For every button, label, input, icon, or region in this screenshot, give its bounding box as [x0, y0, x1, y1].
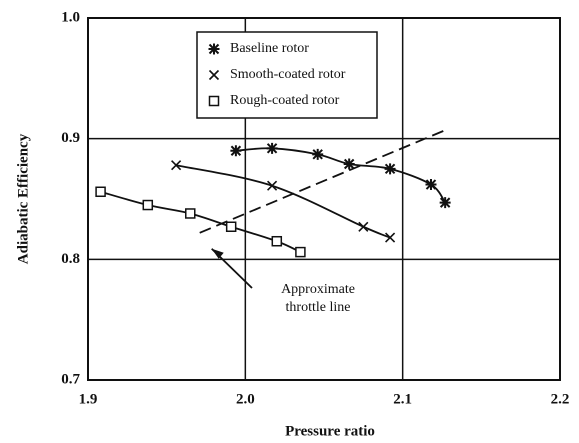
marker-square [142, 199, 154, 211]
x-axis-label: Pressure ratio [285, 423, 375, 439]
marker-asterisk [425, 179, 437, 191]
marker [271, 235, 283, 247]
legend: Baseline rotor Smooth-coated rotor Rough-c… [196, 31, 378, 119]
marker-square [271, 235, 283, 247]
annotation-arrowhead [211, 248, 224, 259]
marker-x [358, 221, 369, 232]
x-tick-label: 1.9 [79, 391, 98, 407]
marker-square [208, 95, 220, 107]
series-line [235, 147, 446, 204]
marker [343, 158, 355, 170]
x-tick-label: 2.1 [393, 391, 412, 407]
marker [439, 197, 451, 209]
marker [230, 145, 242, 157]
legend-label: Baseline rotor [230, 41, 309, 56]
marker [185, 208, 196, 219]
marker [384, 163, 396, 175]
marker-square [225, 221, 237, 233]
marker [225, 221, 237, 233]
marker [385, 232, 396, 243]
marker [266, 142, 278, 154]
legend-label: Rough-coated rotor [230, 93, 340, 108]
marker-x [208, 69, 220, 81]
marker [295, 246, 306, 258]
marker [208, 43, 220, 55]
legend-box [196, 31, 378, 119]
x-tick-label: 2.2 [551, 391, 570, 407]
y-tick-label: 1.0 [61, 9, 80, 25]
y-tick-label: 0.9 [61, 130, 80, 146]
marker-asterisk [439, 197, 451, 209]
series-line [175, 164, 391, 239]
marker [312, 148, 324, 160]
marker [208, 69, 220, 81]
marker-asterisk [384, 163, 396, 175]
marker [267, 180, 278, 191]
marker-x [267, 180, 278, 191]
marker-square [295, 246, 306, 258]
marker-asterisk [208, 43, 220, 55]
legend-label: Smooth-coated rotor [230, 67, 346, 82]
marker-x [171, 160, 182, 171]
marker [95, 186, 106, 198]
x-tick-label: 2.0 [236, 391, 255, 407]
annotation-text: throttle line [286, 300, 351, 315]
y-axis-label: Adiabatic Efficiency [15, 133, 31, 264]
marker [142, 199, 154, 211]
throttle-line [199, 129, 446, 234]
marker [425, 179, 437, 191]
marker-asterisk [266, 142, 278, 154]
annotation-text: Approximate [281, 282, 355, 297]
series-line [100, 190, 301, 253]
marker-square [95, 186, 106, 198]
y-tick-label: 0.8 [61, 251, 80, 267]
marker [171, 160, 182, 171]
y-tick-label: 0.7 [61, 371, 80, 387]
marker-asterisk [343, 158, 355, 170]
marker-asterisk [230, 145, 242, 157]
marker-asterisk [312, 148, 324, 160]
marker [358, 221, 369, 232]
marker-square [185, 208, 196, 219]
marker [208, 95, 220, 107]
marker-x [385, 232, 396, 243]
